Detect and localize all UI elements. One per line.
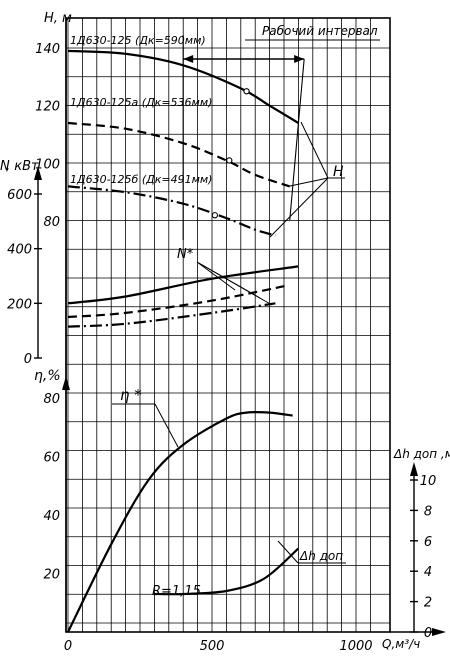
head-curve-1 — [67, 49, 299, 124]
head-leader-1 — [300, 121, 329, 179]
npsh-tick-label: 8 — [424, 504, 432, 519]
efficiency-leader — [154, 403, 179, 448]
x-tick-label: 500 — [200, 639, 225, 654]
npsh-tick-label: 4 — [424, 565, 432, 580]
npsh-curve — [154, 547, 300, 596]
npsh-leader — [277, 540, 299, 564]
head-marker — [226, 157, 233, 164]
npsh-tick-label: 10 — [420, 474, 437, 489]
npsh-tick-label: 6 — [424, 535, 432, 550]
curve-1-label: 1Д630-125 (Дк=590мм) — [70, 34, 206, 47]
power-axis-label: , кВт — [6, 159, 39, 174]
x-tick-label: 0 — [64, 639, 72, 654]
ratio-label: R=1,15 — [152, 584, 201, 599]
head-tick-label: 80 — [43, 215, 60, 230]
power-curve-3 — [67, 302, 276, 328]
npsh-axis-arrow — [410, 462, 418, 476]
head-curves-label: H — [333, 164, 344, 180]
curves — [67, 35, 380, 633]
efficiency-curve — [67, 410, 293, 633]
npsh-tick-label: 2 — [424, 596, 432, 611]
efficiency-curve-label: η * — [120, 386, 142, 404]
power-curve-2 — [67, 284, 288, 319]
power-axis-arrow — [34, 166, 42, 180]
x-axis-arrow — [432, 628, 446, 636]
power-tick-label: 0 — [24, 352, 32, 367]
efficiency-tick-label: 60 — [43, 451, 60, 466]
power-curves-label: N* — [177, 247, 194, 262]
power-axis-letter: N — [0, 159, 10, 174]
working-interval-arrow-right — [294, 55, 305, 63]
grid — [65, 17, 391, 633]
power-tick-label: 200 — [7, 297, 32, 312]
efficiency-tick-label: 20 — [43, 568, 60, 583]
efficiency-axis-label: η,% — [34, 368, 61, 384]
power-leader-3 — [196, 261, 273, 306]
working-interval-label: Рабочий интервал — [262, 24, 378, 38]
x-tick-label: 1000 — [339, 639, 372, 654]
working-interval-right-bound — [289, 58, 305, 221]
efficiency-tick-label: 80 — [43, 392, 60, 407]
head-leader-2 — [289, 177, 329, 187]
power-leader-1 — [196, 261, 236, 291]
head-curve-2 — [67, 121, 291, 188]
head-axis-label: H, м — [44, 11, 72, 26]
working-interval-arrow-left — [183, 55, 194, 63]
npsh-curve-label: Δh доп — [299, 549, 343, 563]
power-curve-1 — [67, 265, 299, 305]
x-axis-label: Q,м³/ч — [382, 637, 420, 651]
head-leader-3 — [269, 177, 329, 238]
head-marker — [211, 212, 219, 219]
head-tick-label: 100 — [35, 157, 60, 172]
labels: H, м N , кВт η,% Δh доп ,м Q,м³/ч 1Д630-… — [0, 11, 450, 651]
head-curve-3 — [67, 185, 276, 237]
head-tick-label: 120 — [35, 100, 60, 115]
head-tick-label: 140 — [35, 42, 60, 57]
power-tick-label: 400 — [7, 243, 32, 258]
npsh-tick-label: 0 — [424, 626, 432, 641]
curve-3-label: 1Д630-125б (Дк=491мм) — [70, 173, 212, 186]
npsh-axis-label: Δh доп ,м — [393, 447, 450, 461]
curve-2-label: 1Д630-125а (Дк=536мм) — [70, 96, 212, 109]
efficiency-tick-label: 40 — [43, 509, 60, 524]
head-marker — [243, 88, 250, 95]
power-tick-label: 600 — [7, 188, 32, 203]
efficiency-axis-arrow — [62, 376, 70, 390]
